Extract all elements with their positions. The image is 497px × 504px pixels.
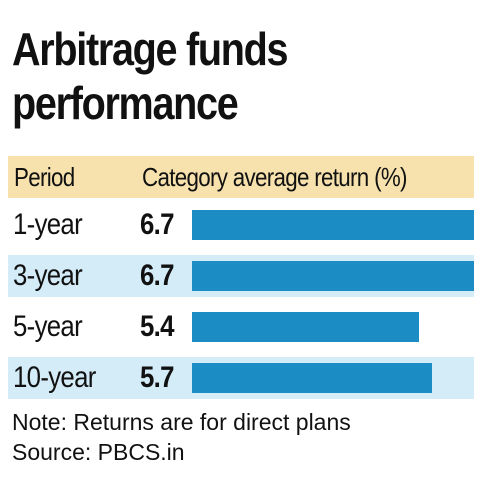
bar-row: 1-year 6.7 [8,204,474,246]
value-label: 5.7 [140,361,175,394]
bar-row: 3-year 6.7 [8,255,474,297]
bar-row: 10-year 5.7 [8,357,474,399]
title-line-1: Arbitrage funds [12,23,288,75]
category-label: 1-year [13,208,83,241]
bar [192,312,419,342]
value-label: 6.7 [140,259,175,292]
category-label: 5-year [13,310,83,343]
title-line-2: performance [12,77,239,129]
table-header: Period Category average return (%) [8,156,474,198]
bar-row: 5-year 5.4 [8,306,474,348]
bar [192,363,432,393]
chart-title: Arbitrage funds performance [12,22,494,130]
value-label: 6.7 [140,208,175,241]
header-period: Period [14,162,75,192]
footnote: Note: Returns are for direct plans [12,409,351,435]
header-metric: Category average return (%) [142,162,407,192]
value-label: 5.4 [140,310,175,343]
category-label: 3-year [13,259,83,292]
source-note: Source: PBCS.in [12,439,185,465]
bar [192,210,474,240]
bar [192,261,474,291]
category-label: 10-year [13,361,96,394]
